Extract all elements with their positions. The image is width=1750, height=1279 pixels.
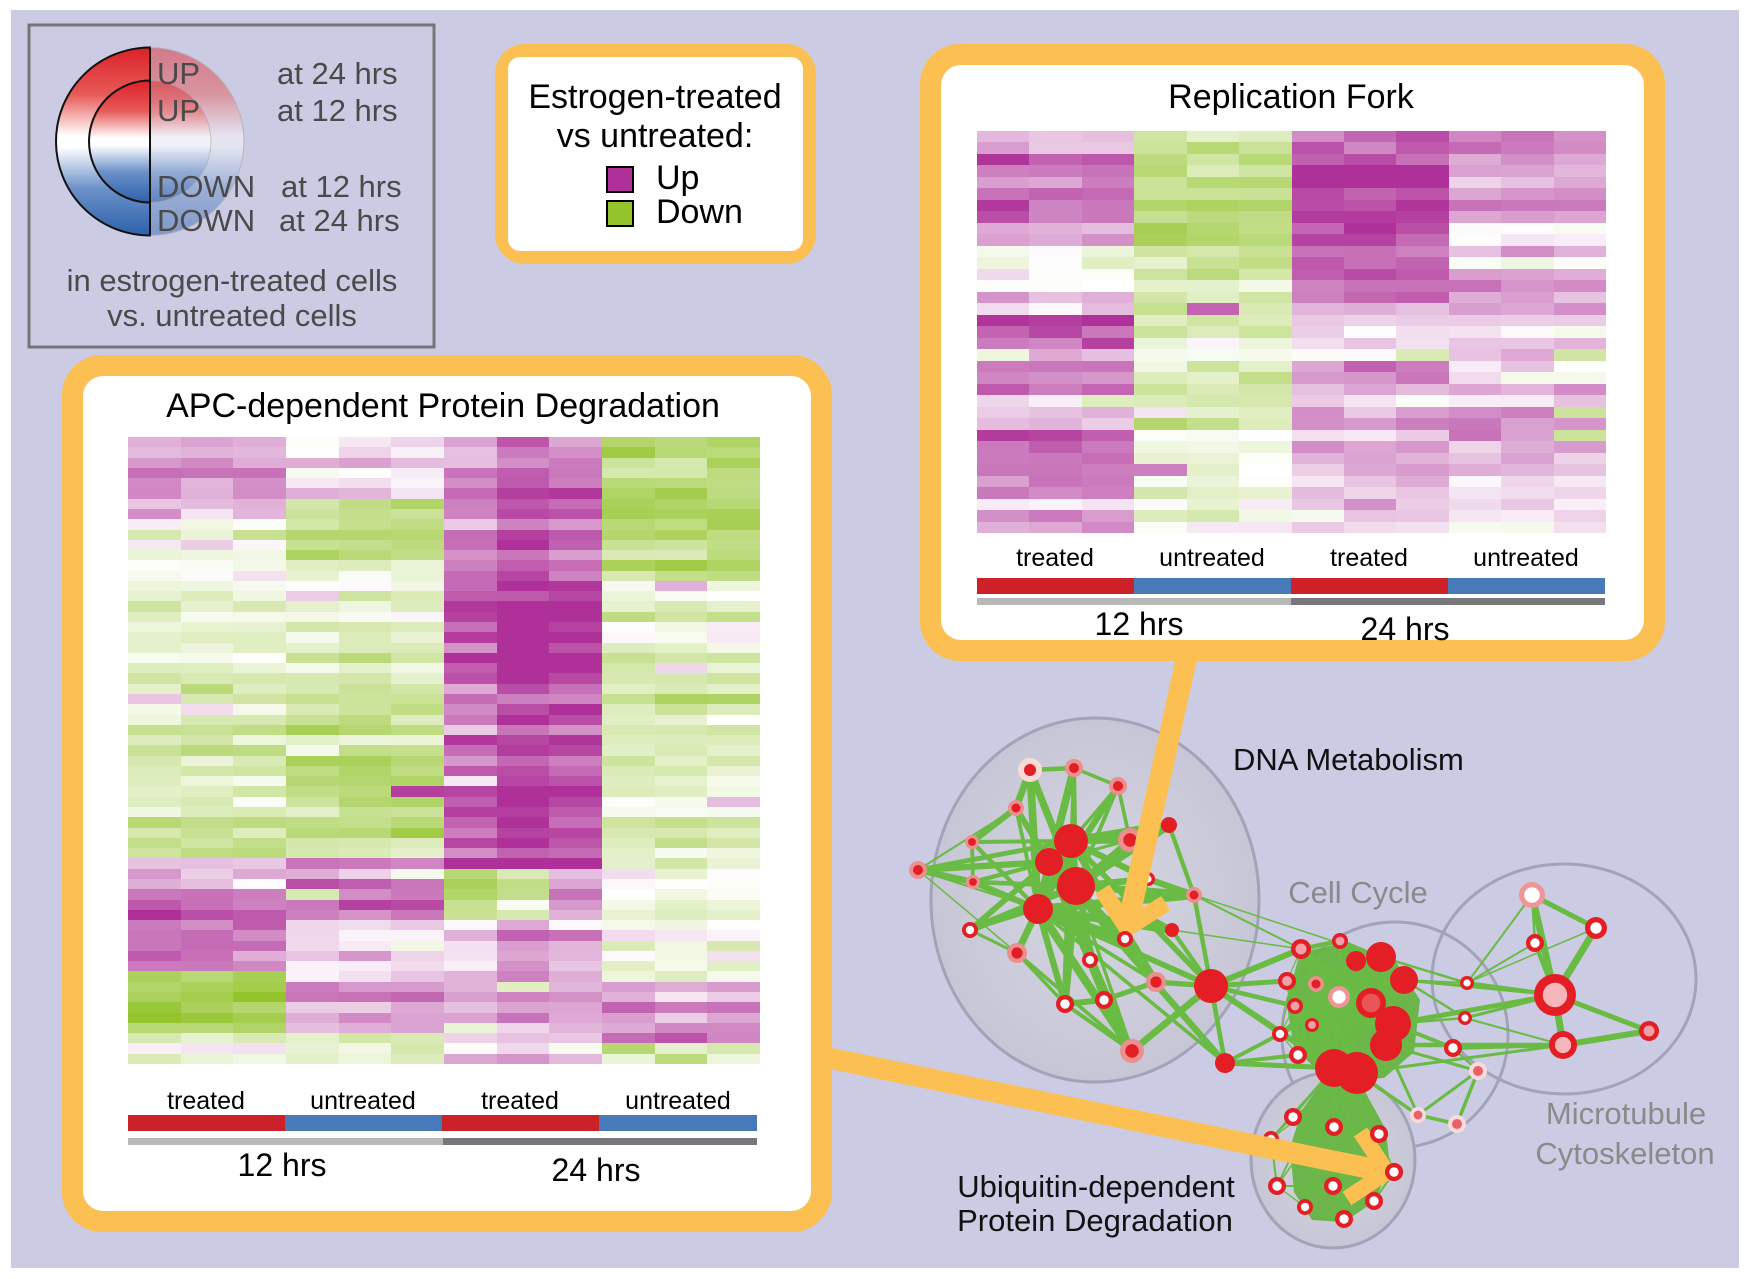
svg-text:untreated: untreated	[625, 1087, 731, 1115]
svg-text:untreated: untreated	[1159, 544, 1265, 572]
svg-text:24 hrs: 24 hrs	[552, 1152, 641, 1188]
svg-text:treated: treated	[1016, 544, 1094, 572]
svg-text:treated: treated	[167, 1087, 245, 1115]
svg-text:UP: UP	[157, 56, 200, 91]
svg-text:Cytoskeleton: Cytoskeleton	[1535, 1136, 1714, 1171]
svg-text:DOWN: DOWN	[157, 203, 255, 238]
svg-text:APC-dependent Protein Degradat: APC-dependent Protein Degradation	[166, 387, 720, 425]
svg-text:Protein Degradation: Protein Degradation	[957, 1203, 1233, 1238]
svg-text:24 hrs: 24 hrs	[1361, 611, 1450, 647]
svg-text:treated: treated	[1330, 544, 1408, 572]
svg-text:12 hrs: 12 hrs	[238, 1147, 327, 1183]
svg-text:at 12 hrs: at 12 hrs	[281, 169, 402, 204]
svg-text:DNA Metabolism: DNA Metabolism	[1233, 742, 1464, 777]
svg-text:Down: Down	[656, 193, 743, 231]
svg-text:untreated: untreated	[1473, 544, 1579, 572]
svg-text:12 hrs: 12 hrs	[1095, 606, 1184, 642]
svg-text:vs untreated:: vs untreated:	[557, 117, 754, 155]
svg-text:treated: treated	[481, 1087, 559, 1115]
svg-text:Ubiquitin-dependent: Ubiquitin-dependent	[957, 1169, 1235, 1204]
svg-text:at 12 hrs: at 12 hrs	[277, 93, 398, 128]
svg-text:Replication Fork: Replication Fork	[1168, 78, 1415, 116]
svg-text:vs. untreated cells: vs. untreated cells	[107, 298, 357, 333]
svg-text:Up: Up	[656, 159, 699, 197]
svg-text:Estrogen-treated: Estrogen-treated	[528, 78, 781, 116]
svg-text:UP: UP	[157, 93, 200, 128]
svg-text:Cell Cycle: Cell Cycle	[1288, 875, 1428, 910]
svg-text:at 24 hrs: at 24 hrs	[279, 203, 400, 238]
svg-text:in estrogen-treated cells: in estrogen-treated cells	[67, 263, 398, 298]
svg-text:DOWN: DOWN	[157, 169, 255, 204]
svg-text:untreated: untreated	[310, 1087, 416, 1115]
svg-text:at 24 hrs: at 24 hrs	[277, 56, 398, 91]
svg-text:Microtubule: Microtubule	[1546, 1096, 1706, 1131]
